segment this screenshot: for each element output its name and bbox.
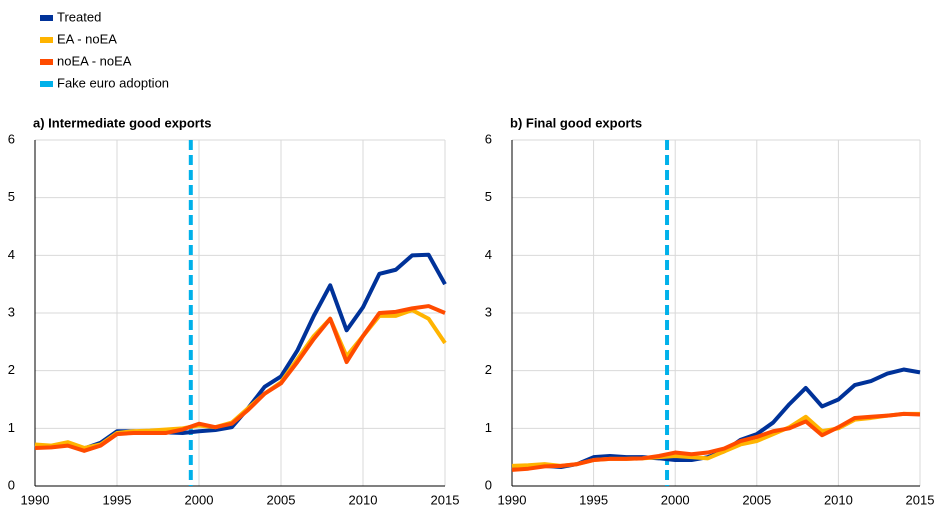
x-tick-label: 1995	[579, 492, 608, 507]
y-tick-label: 0	[8, 477, 15, 492]
legend-swatch	[40, 81, 53, 87]
legend-label: Treated	[57, 9, 101, 24]
series-line	[34, 252, 447, 451]
y-tick-label: 5	[8, 189, 15, 204]
legend-swatch	[40, 59, 53, 65]
legend-swatch	[40, 15, 53, 21]
x-tick-label: 1995	[103, 492, 132, 507]
series-line	[34, 308, 447, 450]
series-line	[511, 411, 921, 472]
y-tick-label: 3	[8, 304, 15, 319]
y-tick-label: 1	[485, 420, 492, 435]
y-tick-label: 6	[8, 131, 15, 146]
x-tick-label: 2015	[431, 492, 460, 507]
y-tick-label: 2	[485, 362, 492, 377]
y-tick-label: 1	[8, 420, 15, 435]
x-tick-label: 1990	[21, 492, 50, 507]
chart-title: b) Final good exports	[510, 115, 642, 130]
series-line	[34, 304, 446, 453]
x-tick-label: 2005	[742, 492, 771, 507]
y-tick-label: 2	[8, 362, 15, 377]
chart-title: a) Intermediate good exports	[33, 115, 211, 130]
x-tick-label: 2010	[349, 492, 378, 507]
x-tick-label: 2000	[185, 492, 214, 507]
x-tick-label: 2015	[906, 492, 935, 507]
y-tick-label: 3	[485, 304, 492, 319]
legend-label: EA - noEA	[57, 31, 117, 46]
y-tick-label: 6	[485, 131, 492, 146]
y-tick-label: 4	[485, 247, 492, 262]
y-tick-label: 5	[485, 189, 492, 204]
x-tick-label: 2005	[267, 492, 296, 507]
legend-swatch	[40, 37, 53, 43]
y-tick-label: 0	[485, 477, 492, 492]
legend-label: noEA - noEA	[57, 53, 132, 68]
y-tick-label: 4	[8, 247, 15, 262]
x-tick-label: 1990	[498, 492, 527, 507]
series-line	[511, 411, 920, 468]
x-tick-label: 2010	[824, 492, 853, 507]
legend-label: Fake euro adoption	[57, 75, 169, 90]
x-tick-label: 2000	[661, 492, 690, 507]
